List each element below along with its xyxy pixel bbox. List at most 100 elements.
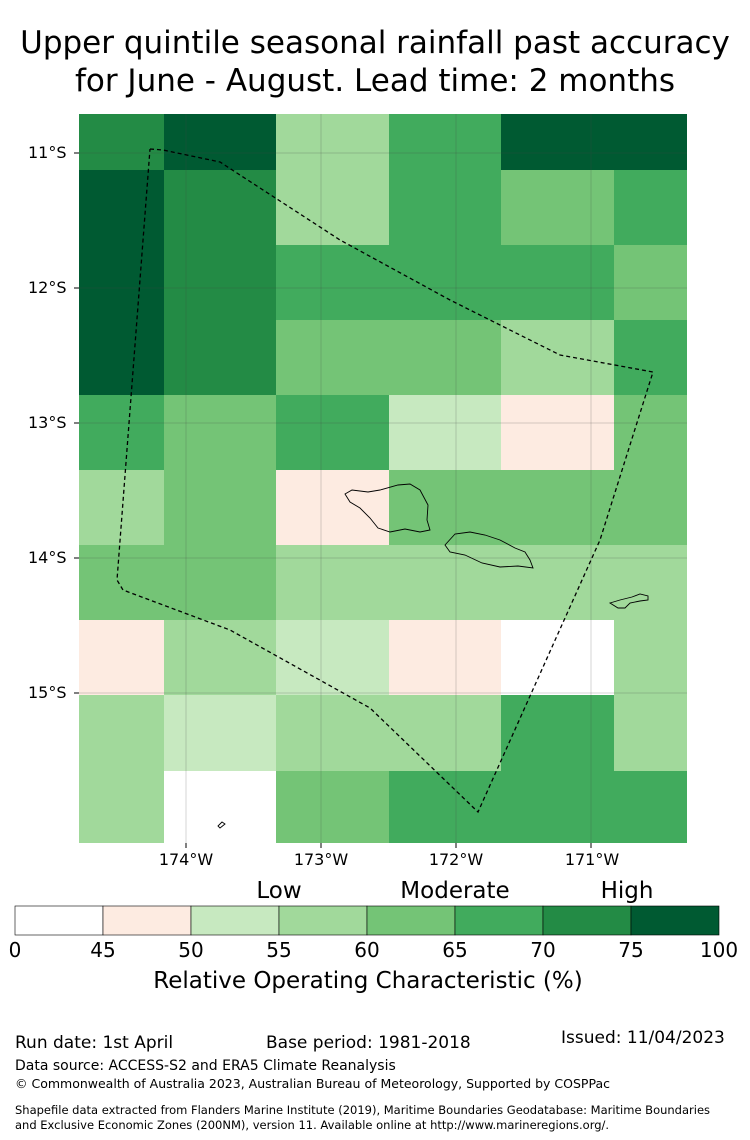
colorbar-tick: 75 [618,938,644,962]
samoa-islands [217,483,649,829]
grid-cell [164,320,276,395]
colorbar-category-high: High [600,878,654,904]
grid-cell [501,771,614,843]
lat-label-14s: 14°S [28,548,67,567]
grid-cell [614,114,687,170]
colorbar-tick: 60 [354,938,380,962]
grid-cell [614,170,687,245]
shapefile-credit-line-2: and Exclusive Economic Zones (200NM), ve… [15,1118,610,1132]
colorbar-tick: 50 [178,938,204,962]
grid-cell [276,695,389,771]
savaii-island [344,483,431,533]
colorbar-tick: 45 [90,938,116,962]
grid-cell [501,170,614,245]
grid-cell [164,771,276,843]
grid-cell [501,620,614,695]
grid-cell [164,114,276,170]
grid-cell [79,470,164,545]
grid-cell [164,545,276,620]
grid-cell [276,114,389,170]
grid-cell [79,545,164,620]
colorbar-swatch [454,905,544,936]
grid-cell [79,620,164,695]
grid-cell [276,545,389,620]
grid-cell [389,620,501,695]
colorbar-tick: 100 [699,938,739,962]
colorbar-tick: 65 [442,938,468,962]
grid-cell [501,245,614,320]
grid-cell [389,545,501,620]
colorbar-category-moderate: Moderate [400,878,510,904]
grid-cell [389,114,501,170]
grid-cell [389,395,501,470]
grid-cell [389,771,501,843]
grid-cell [614,395,687,470]
swains-atoll [217,821,226,829]
grid-cell [79,771,164,843]
grid-cell [389,170,501,245]
grid-cell [164,620,276,695]
grid-cell [501,320,614,395]
colorbar-swatch [14,905,104,936]
lon-label-174w: 174°W [158,850,214,869]
eez-boundary [116,148,654,814]
upolu-island [444,531,534,569]
colorbar-tick: 55 [266,938,292,962]
colorbar-tick: 0 [8,938,22,962]
grid-cell [79,114,164,170]
grid-cell [614,545,687,620]
colorbar-swatch [278,905,368,936]
map-title-line-1: Upper quintile seasonal rainfall past ac… [20,25,730,61]
grid-cell [164,395,276,470]
lat-tick-marks [74,152,79,694]
copyright: © Commonwealth of Australia 2023, Austra… [15,1076,610,1091]
grid-cell [614,771,687,843]
colorbar-title: Relative Operating Characteristic (%) [153,968,583,994]
grid-cell [79,320,164,395]
run-date: Run date: 1st April [15,1033,174,1053]
lat-label-13s: 13°S [28,413,67,432]
colorbar-swatch [630,905,720,936]
map-title-line-2: for June - August. Lead time: 2 months [74,63,676,99]
colorbar [14,905,720,936]
grid-cell [79,395,164,470]
grid-cell [164,245,276,320]
lat-label-12s: 12°S [28,278,67,297]
lat-label-11s: 11°S [28,143,67,162]
grid-cell [79,695,164,771]
colorbar-swatch [190,905,280,936]
grid-cell [276,620,389,695]
lat-label-15s: 15°S [28,683,67,702]
grid-cell [614,470,687,545]
grid-cell [501,114,614,170]
lon-label-172w: 172°W [428,850,484,869]
grid-cell [501,695,614,771]
base-period: Base period: 1981-2018 [266,1033,471,1053]
grid-cell [614,320,687,395]
issued-date: Issued: 11/04/2023 [561,1028,725,1048]
grid-cell [501,545,614,620]
grid-cell [164,695,276,771]
grid-cell [276,771,389,843]
grid-cell [79,170,164,245]
grid-cell [164,170,276,245]
grid-cell [276,320,389,395]
grid-cell [501,470,614,545]
grid-cell [389,695,501,771]
lon-label-173w: 173°W [293,850,349,869]
colorbar-category-low: Low [256,878,302,904]
shapefile-credit-line-1: Shapefile data extracted from Flanders M… [15,1103,711,1117]
grid-cell [79,245,164,320]
colorbar-swatch [102,905,192,936]
colorbar-tick: 70 [530,938,556,962]
grid-cell [614,620,687,695]
colorbar-swatch [366,905,456,936]
rainfall-accuracy-grid [79,114,687,843]
tutuila-island [608,593,649,609]
data-source: Data source: ACCESS-S2 and ERA5 Climate … [15,1058,396,1074]
grid-cell [389,245,501,320]
grid-cell [614,695,687,771]
grid-cell [501,395,614,470]
grid-cell [276,470,389,545]
